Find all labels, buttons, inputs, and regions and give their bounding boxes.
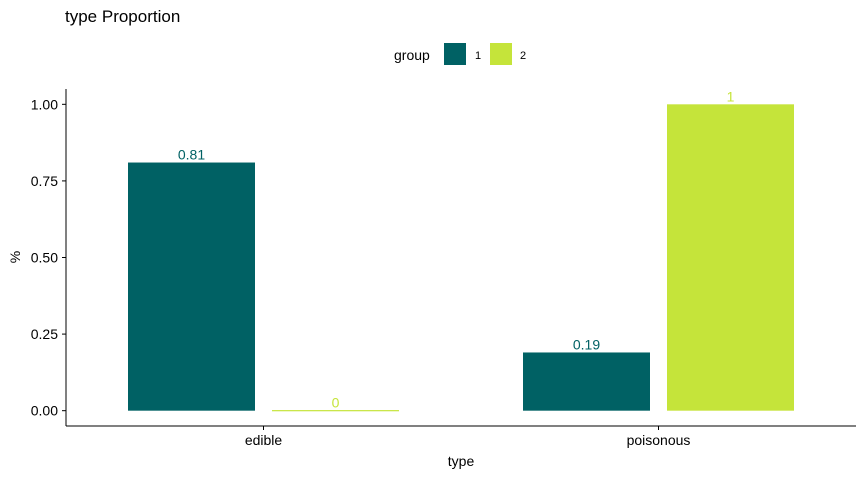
legend-label-group-2: 2: [520, 50, 526, 62]
bar-poisonous-group-1: [523, 352, 650, 411]
y-axis-title: %: [7, 251, 23, 263]
legend-key-group-1: [444, 43, 466, 65]
bar-edible-group-2: [272, 410, 399, 412]
chart-title: type Proportion: [65, 7, 180, 26]
legend-title: group: [394, 47, 430, 63]
legend-key-group-2: [490, 43, 512, 65]
bar-poisonous-group-2: [667, 104, 794, 411]
plot-area: 0.81 0.19 0 1: [128, 88, 794, 412]
bar-edible-group-1: [128, 162, 255, 411]
x-axis-title: type: [448, 453, 475, 469]
bar-value-label: 0.19: [573, 336, 600, 352]
y-tick-label: 0.25: [31, 326, 58, 342]
y-tick-label: 0.75: [31, 173, 58, 189]
y-tick-label: 0.00: [31, 403, 58, 419]
y-tick-label: 1.00: [31, 96, 58, 112]
y-tick-label: 0.50: [31, 250, 58, 266]
bar-value-label: 0: [332, 395, 340, 411]
bar-value-label: 1: [727, 88, 735, 104]
legend: group 1 2: [394, 43, 526, 65]
bar-value-label: 0.81: [178, 147, 205, 163]
x-tick-label: edible: [245, 432, 283, 448]
x-tick-label: poisonous: [627, 432, 691, 448]
legend-label-group-1: 1: [475, 50, 481, 62]
